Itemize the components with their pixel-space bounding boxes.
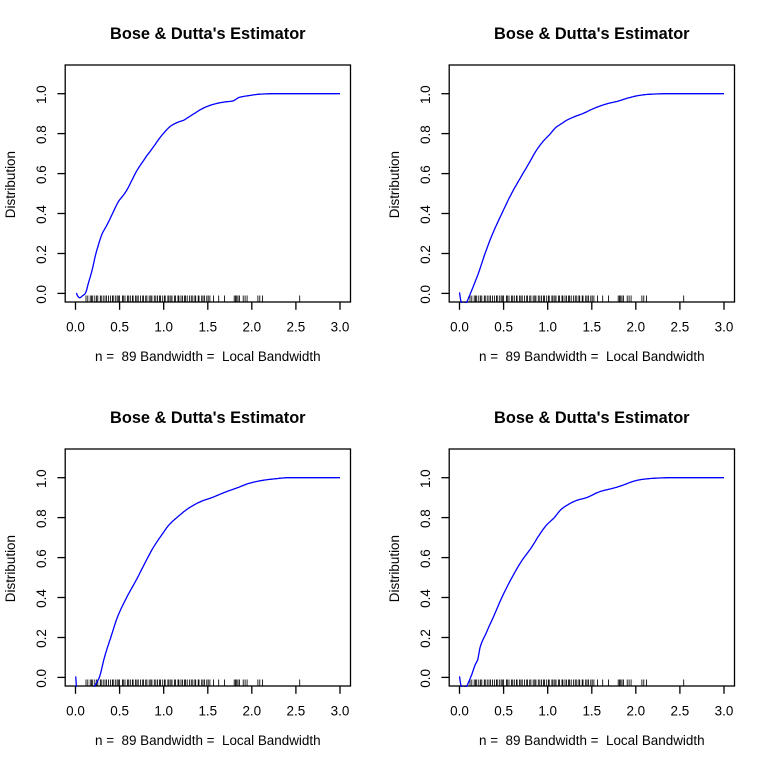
svg-text:2.0: 2.0 — [626, 320, 645, 335]
svg-text:2.0: 2.0 — [242, 704, 261, 719]
svg-text:1.5: 1.5 — [198, 320, 217, 335]
svg-text:0.2: 0.2 — [418, 245, 433, 264]
svg-text:Distribution: Distribution — [387, 151, 402, 218]
svg-text:0.6: 0.6 — [34, 549, 49, 568]
svg-text:0.2: 0.2 — [34, 245, 49, 264]
svg-text:0.0: 0.0 — [34, 285, 49, 304]
svg-text:n = 89 Bandwidth = Local Ban: n = 89 Bandwidth = Local Bandwidth — [479, 733, 705, 748]
svg-text:0.0: 0.0 — [450, 320, 469, 335]
svg-text:3.0: 3.0 — [331, 704, 350, 719]
svg-text:0.4: 0.4 — [418, 205, 433, 224]
svg-text:0.8: 0.8 — [418, 125, 433, 144]
svg-text:0.4: 0.4 — [34, 205, 49, 224]
svg-text:Bose & Dutta's Estimator: Bose & Dutta's Estimator — [110, 25, 306, 43]
svg-text:2.5: 2.5 — [671, 320, 690, 335]
svg-text:1.0: 1.0 — [418, 469, 433, 488]
svg-text:0.0: 0.0 — [34, 669, 49, 688]
svg-text:0.0: 0.0 — [66, 320, 85, 335]
svg-text:1.5: 1.5 — [582, 704, 601, 719]
svg-text:1.0: 1.0 — [538, 704, 557, 719]
svg-text:Bose & Dutta's Estimator: Bose & Dutta's Estimator — [494, 409, 690, 427]
svg-text:3.0: 3.0 — [715, 320, 734, 335]
svg-text:0.0: 0.0 — [66, 704, 85, 719]
svg-text:2.5: 2.5 — [287, 704, 306, 719]
svg-text:0.4: 0.4 — [418, 589, 433, 608]
svg-text:Distribution: Distribution — [387, 535, 402, 602]
svg-text:1.0: 1.0 — [34, 85, 49, 104]
svg-text:1.0: 1.0 — [418, 85, 433, 104]
svg-text:0.0: 0.0 — [418, 669, 433, 688]
svg-text:0.4: 0.4 — [34, 589, 49, 608]
svg-text:n = 89 Bandwidth = Local Ban: n = 89 Bandwidth = Local Bandwidth — [479, 349, 705, 364]
svg-text:2.0: 2.0 — [626, 704, 645, 719]
svg-text:0.8: 0.8 — [418, 509, 433, 528]
svg-text:n = 89 Bandwidth = Local Ban: n = 89 Bandwidth = Local Bandwidth — [95, 349, 321, 364]
svg-text:0.0: 0.0 — [418, 285, 433, 304]
svg-text:1.0: 1.0 — [154, 320, 173, 335]
svg-text:n = 89 Bandwidth = Local Ban: n = 89 Bandwidth = Local Bandwidth — [95, 733, 321, 748]
svg-text:0.6: 0.6 — [418, 165, 433, 184]
svg-text:Bose & Dutta's Estimator: Bose & Dutta's Estimator — [110, 409, 306, 427]
svg-text:3.0: 3.0 — [715, 704, 734, 719]
svg-text:0.5: 0.5 — [110, 320, 129, 335]
svg-text:0.0: 0.0 — [450, 704, 469, 719]
svg-text:0.6: 0.6 — [34, 165, 49, 184]
svg-text:2.5: 2.5 — [671, 704, 690, 719]
svg-text:0.6: 0.6 — [418, 549, 433, 568]
svg-text:Bose & Dutta's Estimator: Bose & Dutta's Estimator — [494, 25, 690, 43]
svg-text:3.0: 3.0 — [331, 320, 350, 335]
svg-text:1.0: 1.0 — [34, 469, 49, 488]
svg-text:2.5: 2.5 — [287, 320, 306, 335]
svg-text:Distribution: Distribution — [3, 151, 18, 218]
svg-text:0.8: 0.8 — [34, 509, 49, 528]
svg-text:2.0: 2.0 — [242, 320, 261, 335]
svg-text:1.5: 1.5 — [582, 320, 601, 335]
svg-text:Distribution: Distribution — [3, 535, 18, 602]
svg-text:0.2: 0.2 — [418, 629, 433, 648]
svg-text:0.8: 0.8 — [34, 125, 49, 144]
svg-text:0.5: 0.5 — [494, 704, 513, 719]
svg-text:0.2: 0.2 — [34, 629, 49, 648]
svg-text:1.0: 1.0 — [538, 320, 557, 335]
svg-text:1.0: 1.0 — [154, 704, 173, 719]
svg-text:0.5: 0.5 — [110, 704, 129, 719]
svg-text:0.5: 0.5 — [494, 320, 513, 335]
svg-text:1.5: 1.5 — [198, 704, 217, 719]
